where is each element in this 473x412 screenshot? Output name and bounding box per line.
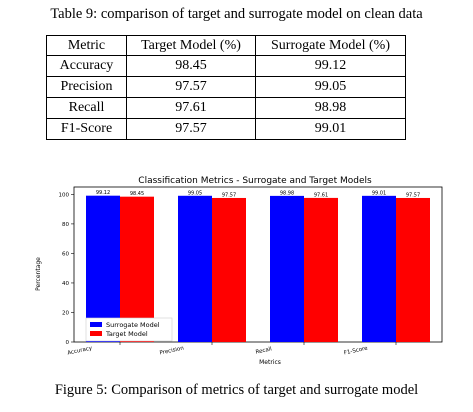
bar-surrogate bbox=[270, 195, 304, 342]
table-cell-metric: Precision bbox=[46, 76, 127, 98]
chart-y-axis-label: Percentage bbox=[35, 257, 42, 291]
y-tick-label: 20 bbox=[62, 310, 69, 316]
bar-value-label: 99.12 bbox=[96, 190, 110, 196]
table-cell-surrogate: 99.01 bbox=[255, 118, 406, 140]
legend-frame bbox=[85, 317, 173, 342]
table-row: Precision 97.57 99.05 bbox=[46, 76, 406, 98]
bar-value-label: 97.57 bbox=[222, 192, 236, 198]
metrics-table: Metric Target Model (%) Surrogate Model … bbox=[46, 35, 406, 140]
chart-legend: Surrogate Model Target Model bbox=[85, 317, 173, 342]
bar-surrogate bbox=[178, 195, 212, 342]
bar-target bbox=[304, 197, 338, 342]
table-caption: Table 9: comparison of target and surrog… bbox=[50, 6, 423, 22]
table-cell-target: 98.45 bbox=[126, 55, 256, 77]
legend-swatch-target bbox=[90, 331, 102, 336]
bar-target bbox=[396, 197, 430, 342]
bar-value-label: 98.98 bbox=[280, 190, 294, 196]
table-cell-target: 97.61 bbox=[126, 97, 256, 119]
chart-svg: Classification Metrics - Surrogate and T… bbox=[35, 176, 443, 366]
table-cell-target: 97.57 bbox=[126, 76, 256, 98]
chart-x-axis-label: Metrics bbox=[259, 359, 281, 366]
bar-value-label: 98.45 bbox=[130, 191, 144, 197]
table-cell-surrogate: 99.05 bbox=[255, 76, 406, 98]
bar-target bbox=[212, 197, 246, 342]
x-tick-label: Recall bbox=[255, 346, 273, 355]
table-header-cell: Surrogate Model (%) bbox=[255, 35, 406, 56]
y-tick-label: 60 bbox=[62, 251, 69, 257]
table-cell-metric: F1-Score bbox=[46, 118, 127, 140]
bar-value-label: 99.05 bbox=[188, 190, 202, 196]
table-cell-metric: Accuracy bbox=[46, 55, 127, 77]
bar-surrogate bbox=[362, 195, 396, 342]
table-header-row: Metric Target Model (%) Surrogate Model … bbox=[46, 35, 406, 56]
metrics-bar-chart: Classification Metrics - Surrogate and T… bbox=[30, 170, 450, 372]
legend-swatch-surrogate bbox=[90, 322, 102, 327]
table-cell-target: 97.57 bbox=[126, 118, 256, 140]
x-tick-label: F1-Score bbox=[343, 345, 368, 356]
table-row: F1-Score 97.57 99.01 bbox=[46, 118, 406, 140]
table-header-cell: Target Model (%) bbox=[126, 35, 256, 56]
table-row: Accuracy 98.45 99.12 bbox=[46, 55, 406, 77]
bar-value-label: 97.57 bbox=[406, 192, 420, 198]
legend-label-target: Target Model bbox=[105, 330, 148, 338]
y-tick-label: 80 bbox=[62, 222, 69, 228]
bar-value-label: 97.61 bbox=[314, 192, 328, 198]
chart-axes-frame bbox=[73, 186, 443, 343]
chart-title: Classification Metrics - Surrogate and T… bbox=[138, 176, 372, 186]
bar-value-label: 99.01 bbox=[372, 190, 386, 196]
y-tick-label: 40 bbox=[62, 281, 69, 287]
table-cell-surrogate: 98.98 bbox=[255, 97, 406, 119]
y-tick-label: 0 bbox=[66, 340, 70, 346]
table-cell-surrogate: 99.12 bbox=[255, 55, 406, 77]
table-cell-metric: Recall bbox=[46, 97, 127, 119]
x-tick-label: Precision bbox=[159, 345, 185, 356]
table-header-cell: Metric bbox=[46, 35, 127, 56]
figure-caption: Figure 5: Comparison of metrics of targe… bbox=[54, 382, 419, 398]
bar-surrogate bbox=[86, 195, 120, 342]
x-tick-label: Accuracy bbox=[67, 345, 94, 356]
table-row: Recall 97.61 98.98 bbox=[46, 97, 406, 119]
legend-label-surrogate: Surrogate Model bbox=[106, 321, 160, 329]
y-tick-label: 100 bbox=[59, 192, 70, 198]
